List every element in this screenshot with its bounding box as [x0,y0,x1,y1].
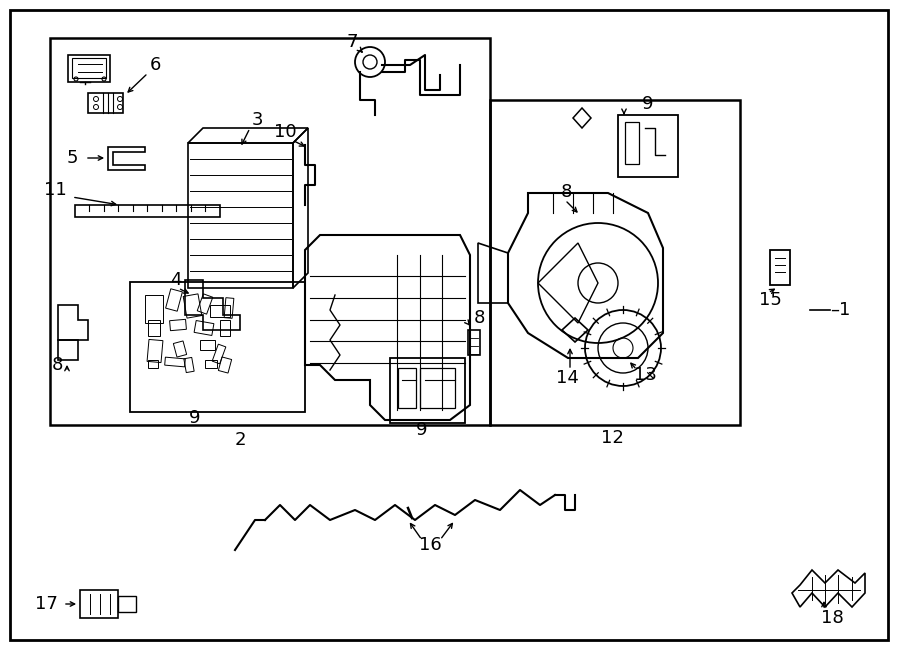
Bar [165,357,185,367]
Bar [174,341,186,357]
Text: 12: 12 [600,429,624,447]
Bar [184,294,202,318]
Bar [169,319,186,330]
Text: 5: 5 [67,149,78,167]
Text: 15: 15 [759,291,781,309]
Bar [219,357,231,373]
Text: 4: 4 [170,271,182,289]
Text: 8: 8 [561,183,572,201]
Bar [148,360,158,368]
Text: 9: 9 [643,95,653,113]
Bar [205,360,217,368]
Text: 9: 9 [189,409,201,427]
Text: 18: 18 [821,609,843,627]
Bar [220,320,230,336]
Bar [197,294,212,314]
Bar [130,282,305,412]
Text: –1: –1 [830,301,850,319]
Bar [618,115,678,177]
Bar [166,289,183,311]
Bar [148,320,160,336]
Bar [147,340,163,363]
Text: 14: 14 [555,369,579,387]
Bar [50,38,490,425]
Text: 8: 8 [474,309,485,327]
Text: 6: 6 [149,56,161,74]
Bar [490,100,740,425]
Bar [390,358,465,423]
Bar [625,122,639,164]
Text: 10: 10 [274,123,296,141]
Text: 3: 3 [251,111,263,129]
Text: 16: 16 [418,536,441,554]
Bar [145,295,163,323]
Text: 9: 9 [416,421,428,439]
Text: 2: 2 [234,431,246,449]
Text: 13: 13 [634,366,656,384]
Text: 8: 8 [51,356,63,374]
Bar [194,321,214,336]
Bar [184,358,194,373]
Text: 7: 7 [346,33,358,51]
Bar [224,297,234,319]
Bar [398,368,416,408]
Text: 17: 17 [35,595,58,613]
Bar [200,340,215,350]
Bar [212,344,226,364]
Text: 11: 11 [44,181,67,199]
Bar [210,305,230,317]
